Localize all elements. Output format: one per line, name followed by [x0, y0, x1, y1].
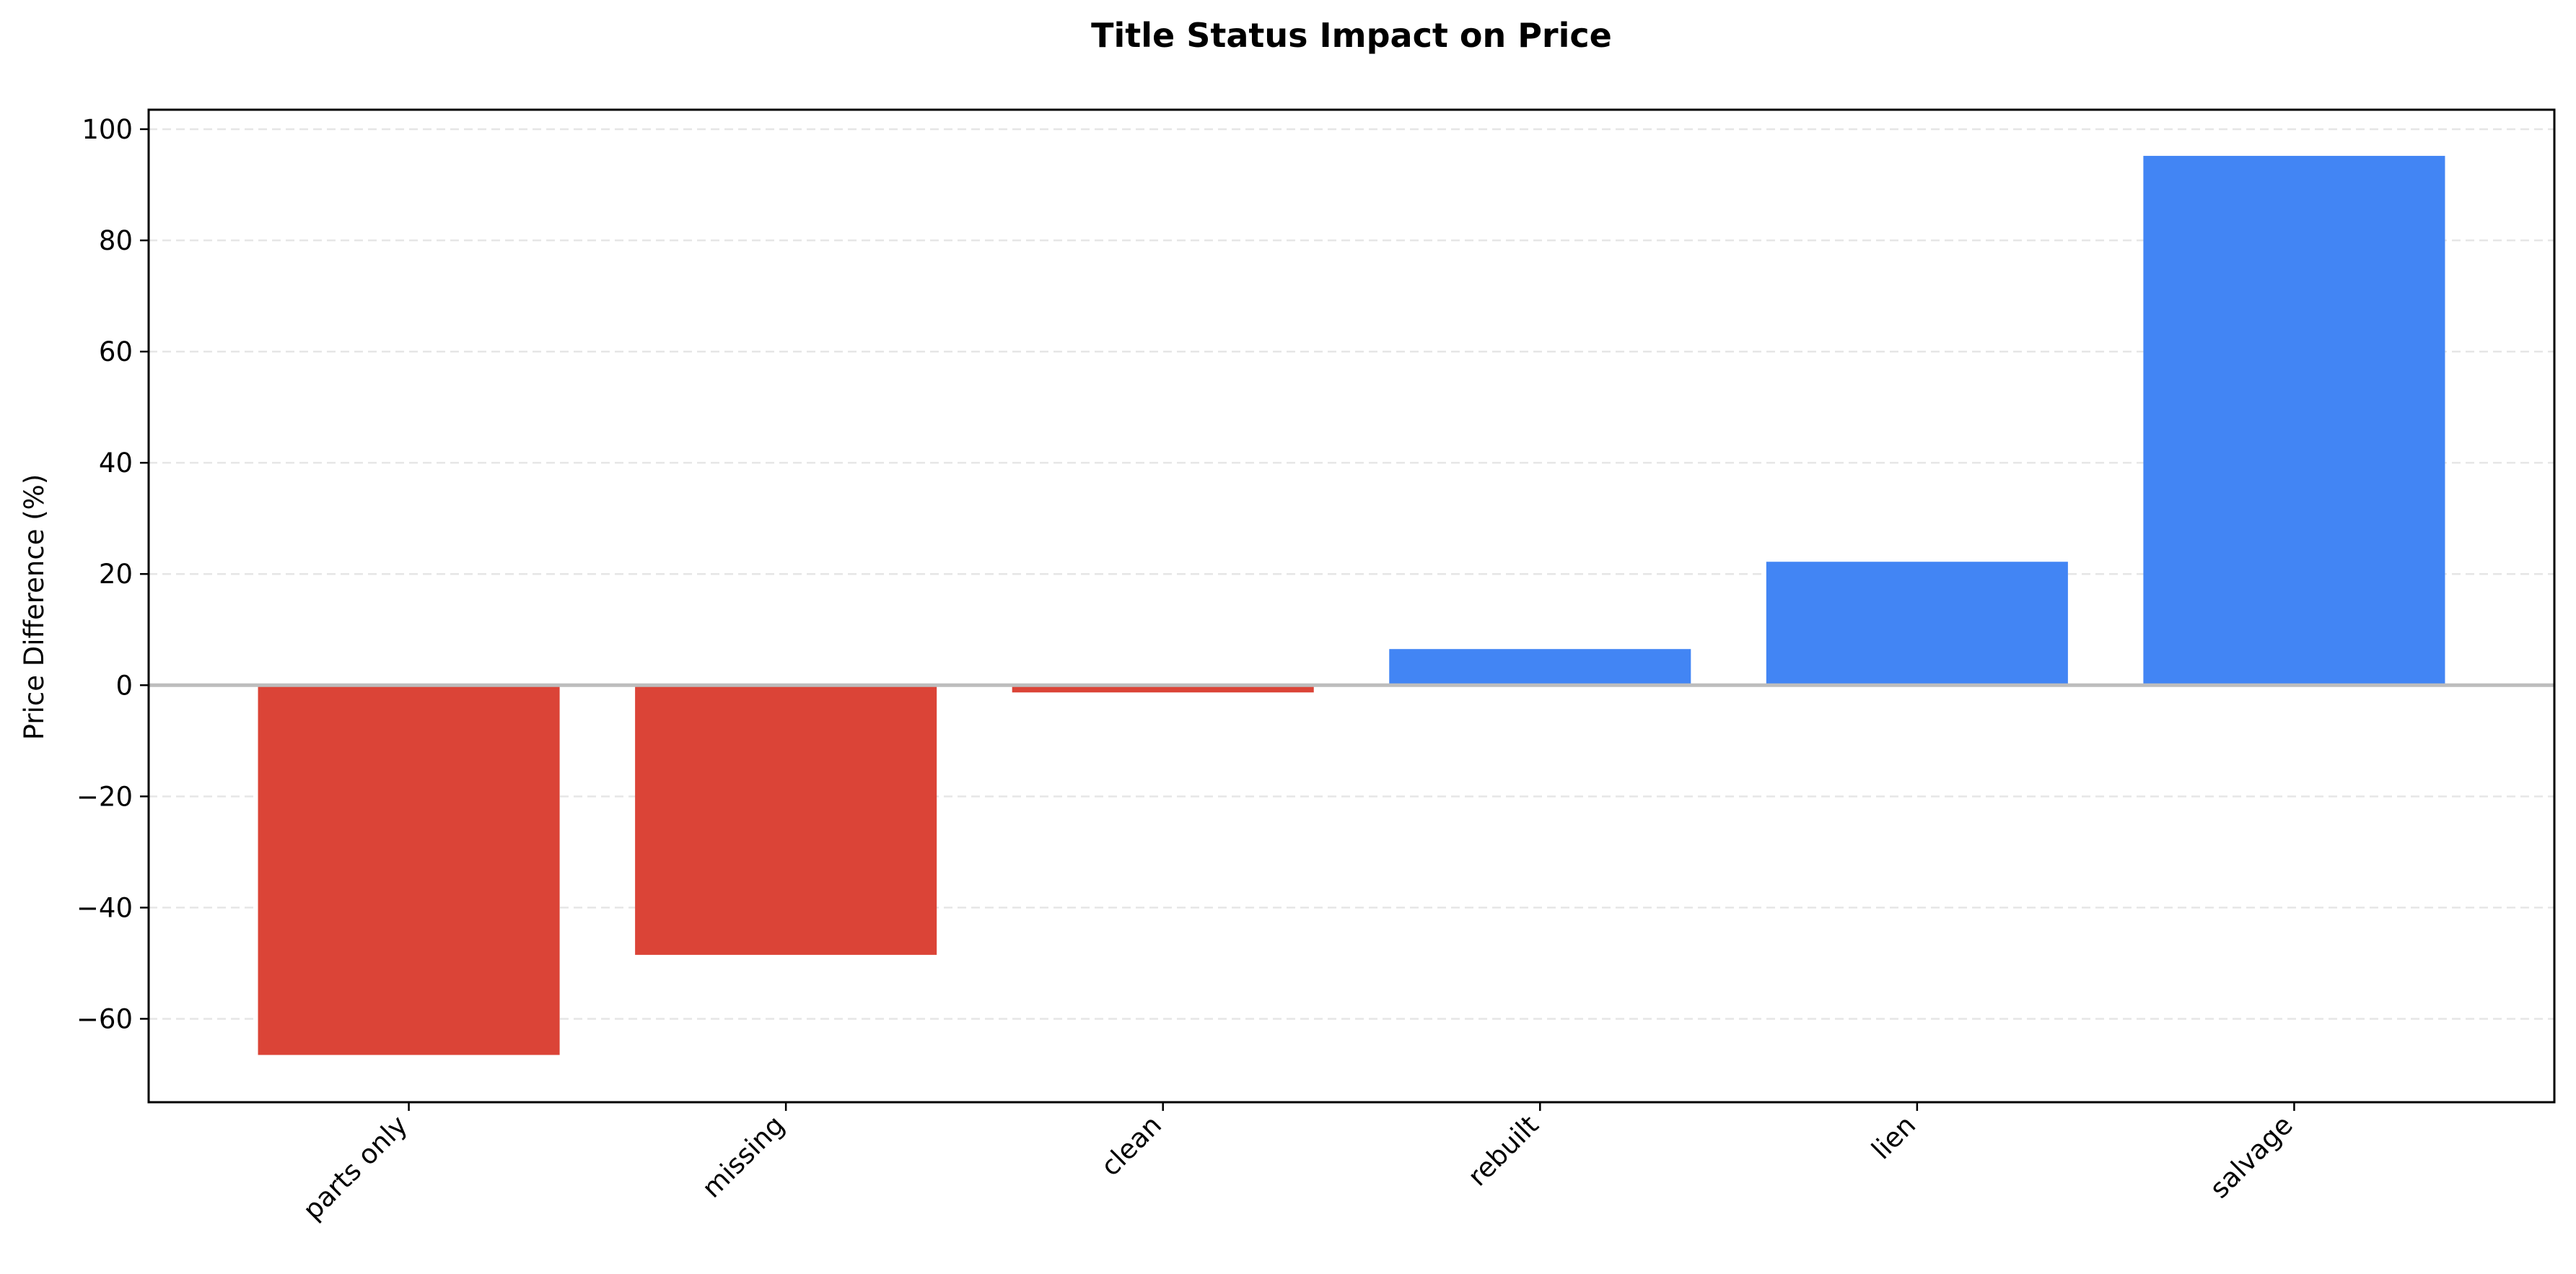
y-tick-label: 20	[99, 559, 133, 590]
bar-missing	[635, 685, 937, 955]
chart-title: Title Status Impact on Price	[1091, 16, 1612, 55]
plot-frame	[147, 108, 2556, 1104]
bar-parts-only	[258, 685, 560, 1055]
x-tick-label: lien	[1866, 1109, 1922, 1166]
x-tick-label: salvage	[2204, 1109, 2299, 1205]
y-tick-label: 80	[99, 225, 133, 256]
y-tick-label: −60	[76, 1003, 133, 1034]
y-tick-label: −20	[76, 781, 133, 812]
y-tick-label: 60	[99, 336, 133, 367]
y-axis-ticks: 100 80 60 40 20 0 −20 −40 −60	[76, 114, 149, 1034]
bar-rebuilt	[1389, 649, 1691, 686]
y-tick-label: 100	[82, 114, 133, 145]
bar-salvage	[2143, 155, 2445, 686]
y-tick-label: 40	[99, 448, 133, 479]
bar-clean	[1012, 685, 1314, 693]
x-tick-label: parts only	[297, 1109, 413, 1226]
bar-lien	[1766, 562, 2068, 686]
bars	[258, 155, 2445, 1055]
y-tick-label: −40	[76, 892, 133, 923]
y-axis-label: Price Difference (%)	[19, 474, 50, 741]
x-axis-ticks: parts only missing clean rebuilt lien salvage	[297, 1102, 2299, 1226]
x-tick-label: clean	[1095, 1109, 1167, 1182]
y-tick-label: 0	[115, 670, 133, 701]
x-tick-label: missing	[696, 1109, 791, 1204]
x-tick-label: rebuilt	[1462, 1109, 1545, 1192]
